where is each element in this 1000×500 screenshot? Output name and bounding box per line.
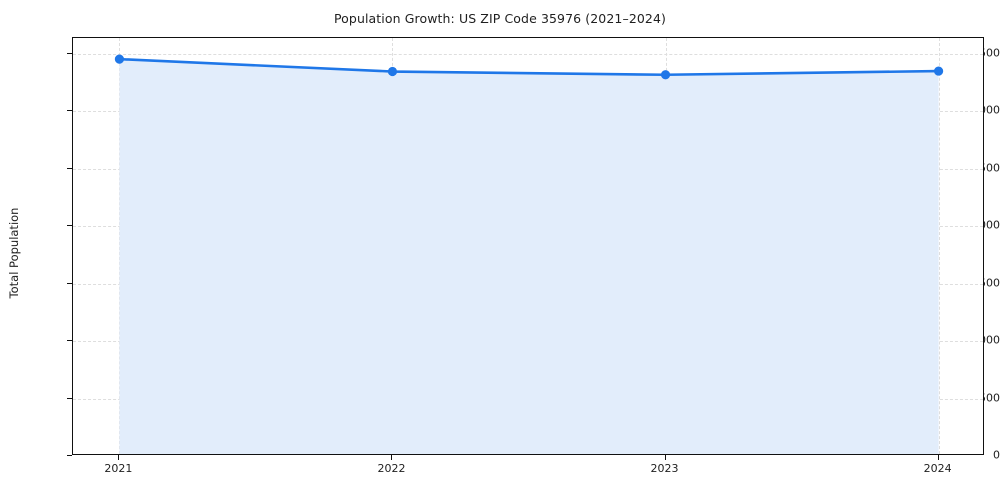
y-axis-tick-label: 0: [993, 448, 1000, 462]
y-axis-tick-mark: [67, 225, 72, 227]
y-axis-tick-mark: [67, 282, 72, 284]
data-point: [114, 54, 125, 64]
data-point: [660, 70, 671, 80]
page-title: Population Growth: US ZIP Code 35976 (20…: [333, 11, 667, 26]
y-axis-tick-mark: [67, 340, 72, 342]
x-axis-tick-mark: [664, 455, 666, 460]
y-axis-tick-mark: [67, 455, 72, 456]
y-axis-tick-mark: [67, 110, 72, 112]
data-layer: [114, 54, 944, 454]
plot-area: [72, 37, 984, 455]
x-axis-tick-label: 2021: [104, 462, 133, 475]
gridline-horizontal: [73, 54, 983, 56]
x-axis-tick-mark: [937, 455, 939, 460]
y-axis-tick-mark: [67, 167, 72, 169]
y-axis-label: Total Population: [7, 207, 21, 299]
x-axis-tick-label: 2022: [377, 462, 406, 475]
area-fill: [119, 59, 939, 454]
data-point: [387, 66, 398, 77]
y-axis-tick-mark: [67, 397, 72, 399]
x-axis-tick-mark: [391, 455, 393, 460]
x-axis-tick-label: 2023: [650, 462, 679, 475]
series-line: [118, 57, 940, 77]
gridline-vertical: [938, 38, 940, 454]
x-axis-tick-label: 2024: [923, 462, 952, 475]
y-axis-tick-mark: [67, 53, 72, 55]
x-axis-tick-mark: [118, 455, 120, 460]
data-point: [933, 66, 944, 76]
data-point-group: [114, 54, 944, 80]
